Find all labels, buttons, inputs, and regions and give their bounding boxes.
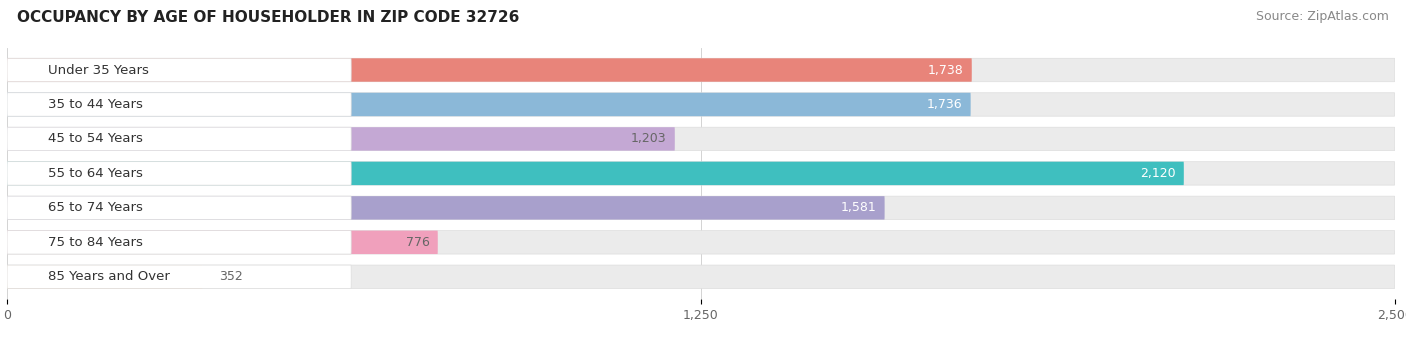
FancyBboxPatch shape: [7, 265, 1395, 289]
FancyBboxPatch shape: [7, 162, 351, 185]
Text: 45 to 54 Years: 45 to 54 Years: [48, 133, 143, 146]
Text: Under 35 Years: Under 35 Years: [48, 64, 149, 76]
FancyBboxPatch shape: [7, 265, 202, 289]
Text: 776: 776: [405, 236, 429, 249]
Text: 55 to 64 Years: 55 to 64 Years: [48, 167, 143, 180]
Text: 2,120: 2,120: [1140, 167, 1175, 180]
FancyBboxPatch shape: [7, 196, 884, 220]
FancyBboxPatch shape: [7, 231, 1395, 254]
Text: 1,581: 1,581: [841, 201, 876, 214]
FancyBboxPatch shape: [7, 162, 1395, 185]
Text: 1,738: 1,738: [928, 64, 963, 76]
FancyBboxPatch shape: [7, 265, 351, 289]
FancyBboxPatch shape: [7, 231, 351, 254]
Text: Source: ZipAtlas.com: Source: ZipAtlas.com: [1256, 10, 1389, 23]
Text: 1,203: 1,203: [631, 133, 666, 146]
FancyBboxPatch shape: [7, 93, 1395, 116]
Text: 75 to 84 Years: 75 to 84 Years: [48, 236, 143, 249]
Text: OCCUPANCY BY AGE OF HOUSEHOLDER IN ZIP CODE 32726: OCCUPANCY BY AGE OF HOUSEHOLDER IN ZIP C…: [17, 10, 519, 25]
Text: 35 to 44 Years: 35 to 44 Years: [48, 98, 143, 111]
FancyBboxPatch shape: [7, 231, 437, 254]
FancyBboxPatch shape: [7, 196, 351, 220]
FancyBboxPatch shape: [7, 127, 675, 151]
Text: 352: 352: [219, 270, 243, 283]
FancyBboxPatch shape: [7, 58, 1395, 82]
FancyBboxPatch shape: [7, 93, 351, 116]
FancyBboxPatch shape: [7, 93, 970, 116]
Text: 65 to 74 Years: 65 to 74 Years: [48, 201, 143, 214]
FancyBboxPatch shape: [7, 162, 1184, 185]
Text: 1,736: 1,736: [927, 98, 962, 111]
FancyBboxPatch shape: [7, 127, 1395, 151]
FancyBboxPatch shape: [7, 196, 1395, 220]
FancyBboxPatch shape: [7, 58, 972, 82]
FancyBboxPatch shape: [7, 58, 351, 82]
FancyBboxPatch shape: [7, 127, 351, 151]
Text: 85 Years and Over: 85 Years and Over: [48, 270, 170, 283]
